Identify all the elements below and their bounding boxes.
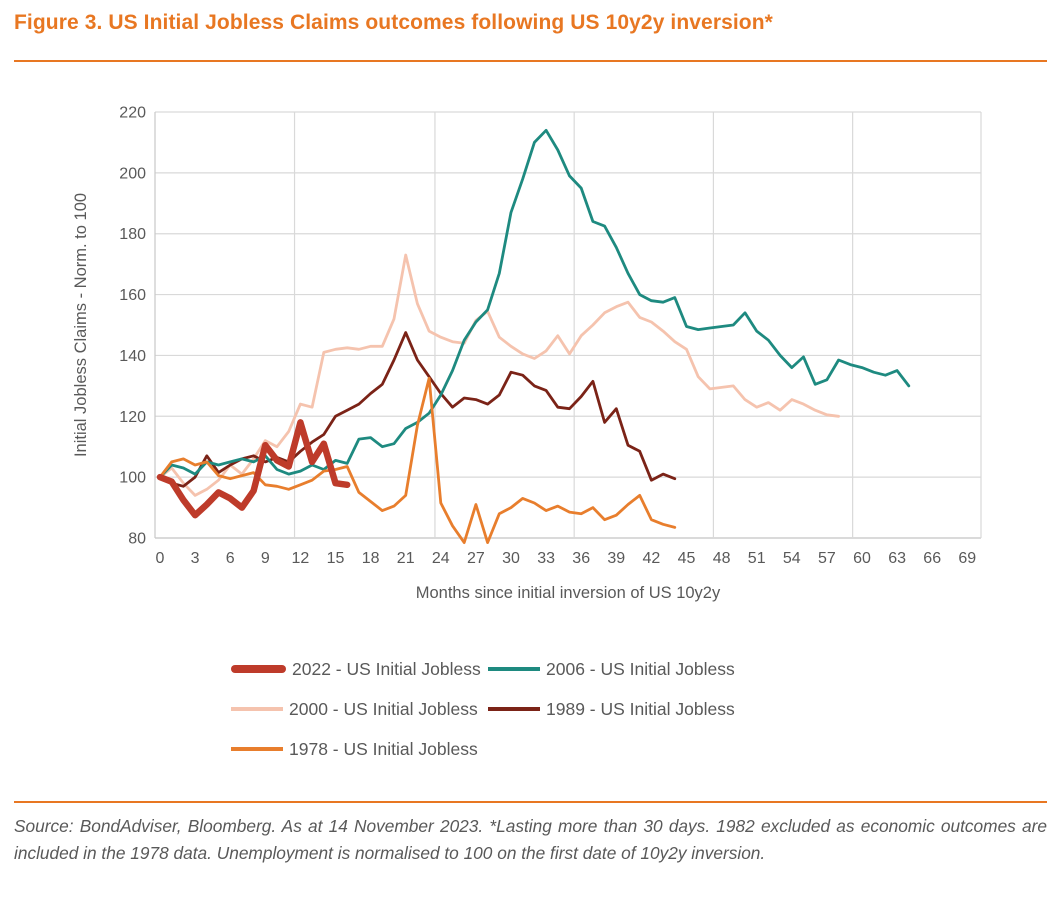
- x-tick-label: 66: [923, 550, 941, 567]
- x-tick-label: 30: [502, 550, 520, 567]
- x-tick-label: 54: [783, 550, 801, 567]
- x-tick-label: 48: [713, 550, 731, 567]
- y-axis-title: Initial Jobless Claims - Norm. to 100: [72, 193, 90, 457]
- legend-swatch-2022-icon: [231, 665, 286, 673]
- y-tick-label: 160: [119, 287, 146, 304]
- series-line-2006: [158, 128, 911, 479]
- series-line-1989: [158, 331, 677, 488]
- x-tick-label: 15: [327, 550, 345, 567]
- legend-item-1978: 1978 - US Initial Jobless: [231, 739, 488, 760]
- series-line-1978: [158, 376, 677, 545]
- legend-row: 2022 - US Initial Jobless 2006 - US Initi…: [231, 649, 735, 689]
- x-tick-label: 3: [191, 550, 200, 567]
- legend-label: 2006 - US Initial Jobless: [546, 658, 735, 679]
- legend-item-1989: 1989 - US Initial Jobless: [488, 699, 735, 720]
- legend-label: 1989 - US Initial Jobless: [546, 698, 735, 719]
- source-note: Source: BondAdviser, Bloomberg. As at 14…: [14, 816, 1047, 863]
- y-tick-label: 180: [119, 226, 146, 243]
- x-tick-label: 21: [397, 550, 415, 567]
- y-tick-label: 100: [119, 470, 146, 487]
- footer-divider: [14, 801, 1047, 803]
- legend-row: 2000 - US Initial Jobless 1989 - US Initi…: [231, 689, 735, 729]
- legend-row: 1978 - US Initial Jobless: [231, 729, 735, 769]
- x-tick-label: 36: [572, 550, 590, 567]
- series-line-2000: [158, 253, 840, 497]
- legend-item-2022: 2022 - US Initial Jobless: [231, 659, 488, 680]
- y-tick-label: 200: [119, 165, 146, 182]
- x-tick-label: 63: [888, 550, 906, 567]
- legend-item-2000: 2000 - US Initial Jobless: [231, 699, 488, 720]
- x-tick-label: 45: [678, 550, 696, 567]
- x-tick-label: 6: [226, 550, 235, 567]
- x-tick-label: 12: [292, 550, 310, 567]
- x-tick-label: 18: [362, 550, 380, 567]
- legend-label: 2000 - US Initial Jobless: [289, 698, 478, 719]
- x-tick-label: 57: [818, 550, 836, 567]
- chart-legend: 2022 - US Initial Jobless 2006 - US Initi…: [231, 649, 735, 769]
- figure-title: Figure 3. US Initial Jobless Claims outc…: [14, 11, 773, 34]
- y-tick-label: 120: [119, 409, 146, 426]
- x-tick-label: 0: [156, 550, 165, 567]
- legend-swatch-2006-icon: [488, 667, 540, 671]
- x-axis-title: Months since initial inversion of US 10y…: [416, 584, 721, 602]
- legend-swatch-1989-icon: [488, 707, 540, 711]
- legend-swatch-1978-icon: [231, 747, 283, 751]
- x-tick-label: 42: [643, 550, 661, 567]
- x-tick-label: 24: [432, 550, 450, 567]
- y-tick-label: 140: [119, 348, 146, 365]
- legend-swatch-2000-icon: [231, 707, 283, 711]
- x-tick-label: 9: [261, 550, 270, 567]
- series-line-2022: [156, 419, 351, 519]
- x-tick-label: 39: [607, 550, 625, 567]
- x-tick-label: 60: [853, 550, 871, 567]
- legend-label: 2022 - US Initial Jobless: [292, 658, 481, 679]
- title-divider: [14, 60, 1047, 62]
- legend-item-2006: 2006 - US Initial Jobless: [488, 659, 735, 680]
- x-tick-label: 51: [748, 550, 766, 567]
- legend-label: 1978 - US Initial Jobless: [289, 738, 478, 759]
- y-tick-label: 220: [119, 105, 146, 122]
- x-tick-label: 69: [958, 550, 976, 567]
- y-tick-label: 80: [128, 531, 146, 548]
- x-tick-label: 33: [537, 550, 555, 567]
- x-tick-label: 27: [467, 550, 485, 567]
